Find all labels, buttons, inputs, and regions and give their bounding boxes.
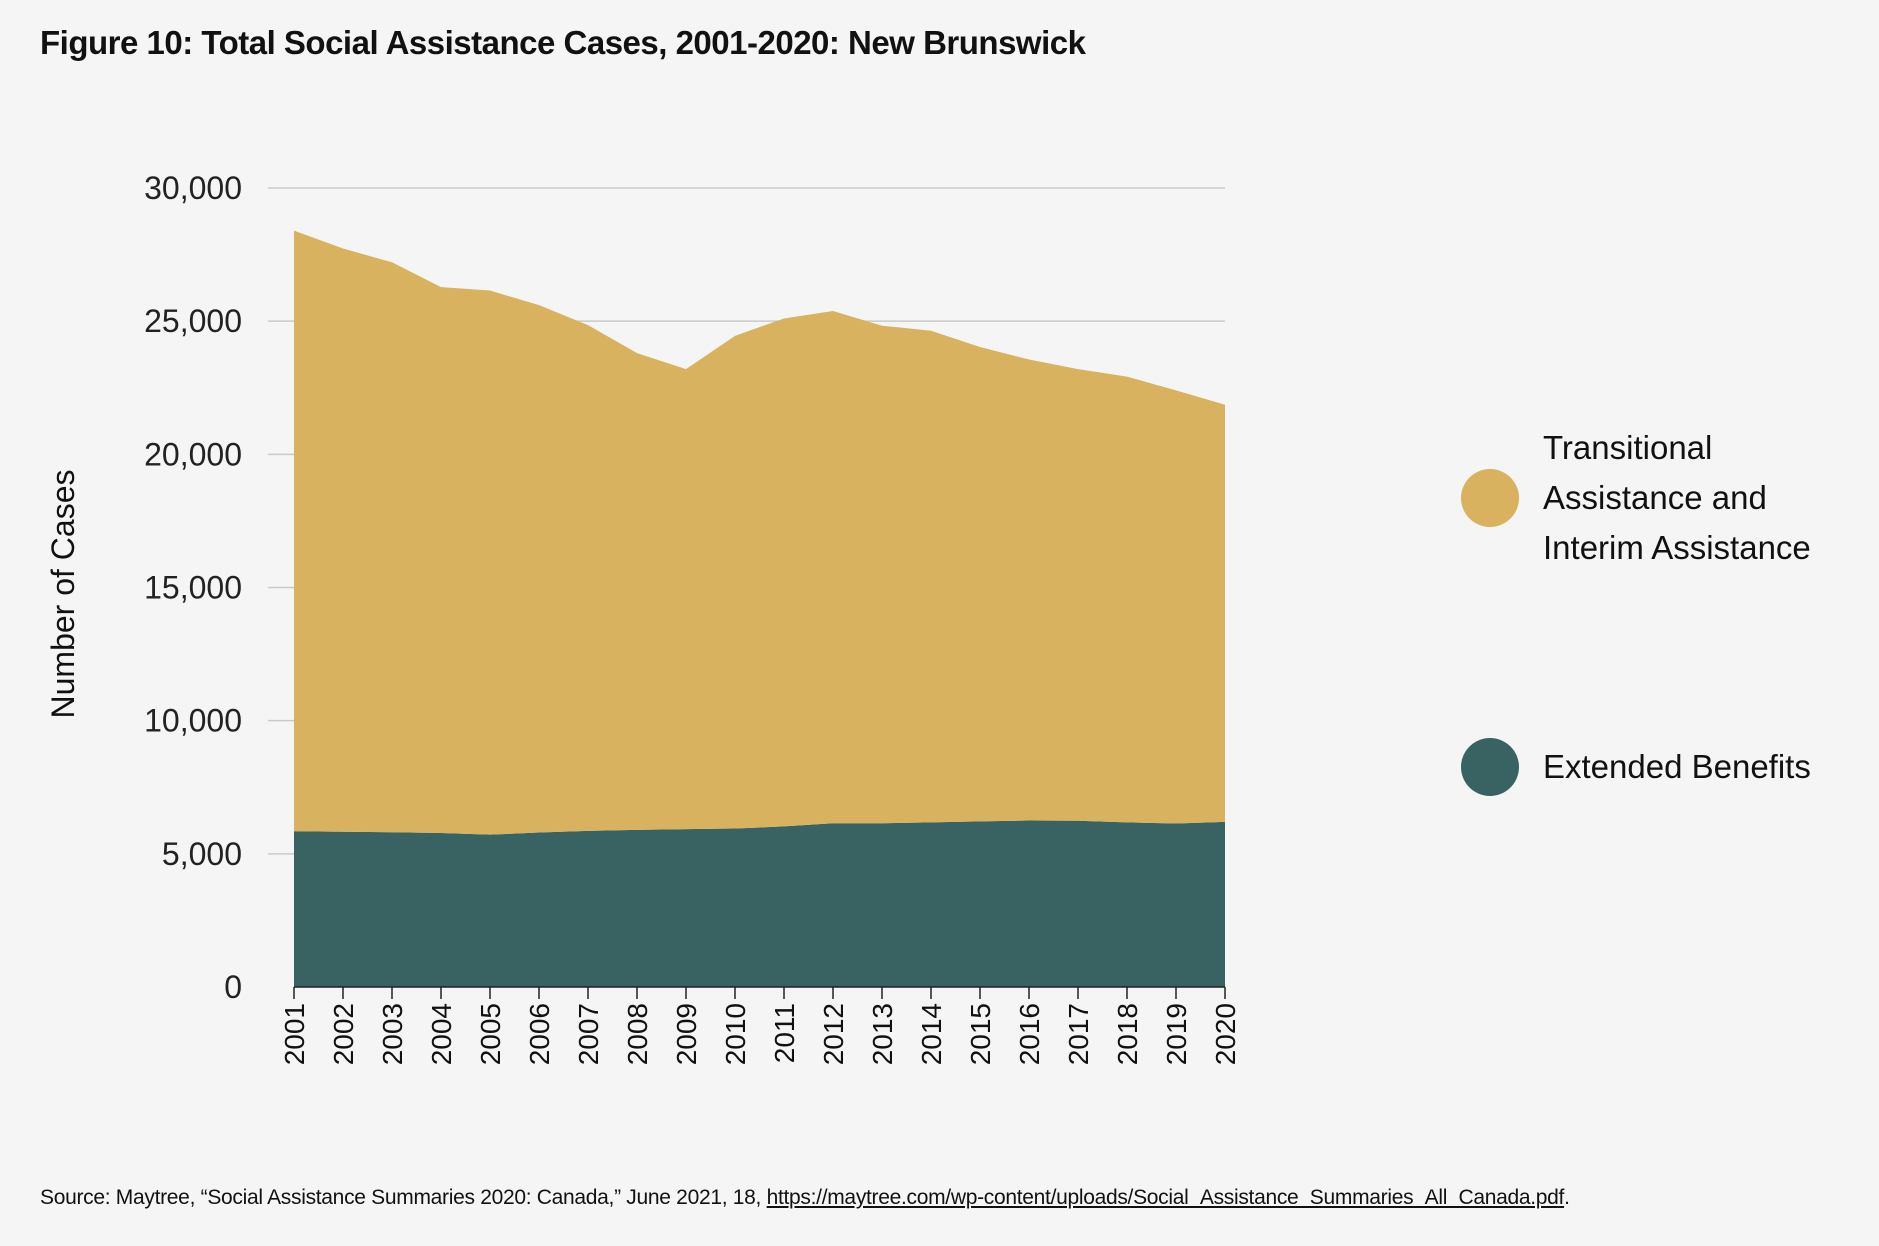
y-tick-label: 5,000	[162, 836, 242, 872]
x-tick-label: 2018	[1112, 1003, 1143, 1065]
x-tick-label: 2006	[524, 1003, 555, 1065]
x-tick-label: 2012	[818, 1003, 849, 1065]
y-axis-title: Number of Cases	[45, 470, 81, 719]
source-link[interactable]: https://maytree.com/wp-content/uploads/S…	[766, 1186, 1565, 1209]
x-tick-label: 2002	[328, 1003, 359, 1065]
x-tick-label: 2020	[1210, 1003, 1241, 1065]
legend-label: Assistance and	[1543, 479, 1767, 516]
x-tick-label: 2016	[1014, 1003, 1045, 1065]
area-transitional-assistance-and-interim-assistance	[294, 230, 1225, 835]
legend-label: Interim Assistance	[1543, 529, 1811, 566]
legend-label: Transitional	[1543, 429, 1712, 466]
x-tick-label: 2003	[377, 1003, 408, 1065]
axes: 0 5,000 10,000 15,000 20,000 25,000 30,000 2001…	[144, 170, 1241, 1065]
y-tick-label: 15,000	[144, 570, 242, 606]
area-series	[294, 230, 1225, 987]
source-note: Source: Maytree, “Social Assistance Summ…	[40, 1186, 1570, 1210]
x-tick-label: 2010	[720, 1003, 751, 1065]
x-tick-label: 2014	[916, 1003, 947, 1065]
x-tick-label: 2005	[475, 1003, 506, 1065]
area-extended-benefits	[294, 820, 1225, 987]
x-tick-label: 2011	[769, 1003, 800, 1063]
y-tick-label: 30,000	[144, 170, 242, 206]
source-suffix: .	[1564, 1186, 1570, 1209]
x-tick-label: 2001	[279, 1003, 310, 1065]
x-tick-label: 2017	[1063, 1003, 1094, 1065]
y-tick-label: 20,000	[144, 436, 242, 472]
legend-swatch	[1461, 738, 1519, 796]
x-tick-label: 2009	[671, 1003, 702, 1065]
y-tick-label: 0	[224, 969, 242, 1005]
legend: Transitional Assistance and Interim Assist…	[1461, 429, 1811, 796]
y-tick-label: 10,000	[144, 703, 242, 739]
x-tick-label: 2004	[426, 1003, 457, 1065]
x-tick-label: 2019	[1161, 1003, 1192, 1065]
x-tick-label: 2008	[622, 1003, 653, 1065]
x-tick-label: 2007	[573, 1003, 604, 1065]
legend-swatch	[1461, 469, 1519, 527]
x-tick-label: 2015	[965, 1003, 996, 1065]
chart-title: Figure 10: Total Social Assistance Cases…	[40, 24, 1086, 61]
x-tick-label: 2013	[867, 1003, 898, 1065]
source-text: Source: Maytree, “Social Assistance Summ…	[40, 1186, 767, 1209]
y-tick-label: 25,000	[144, 303, 242, 339]
legend-label: Extended Benefits	[1543, 748, 1811, 785]
